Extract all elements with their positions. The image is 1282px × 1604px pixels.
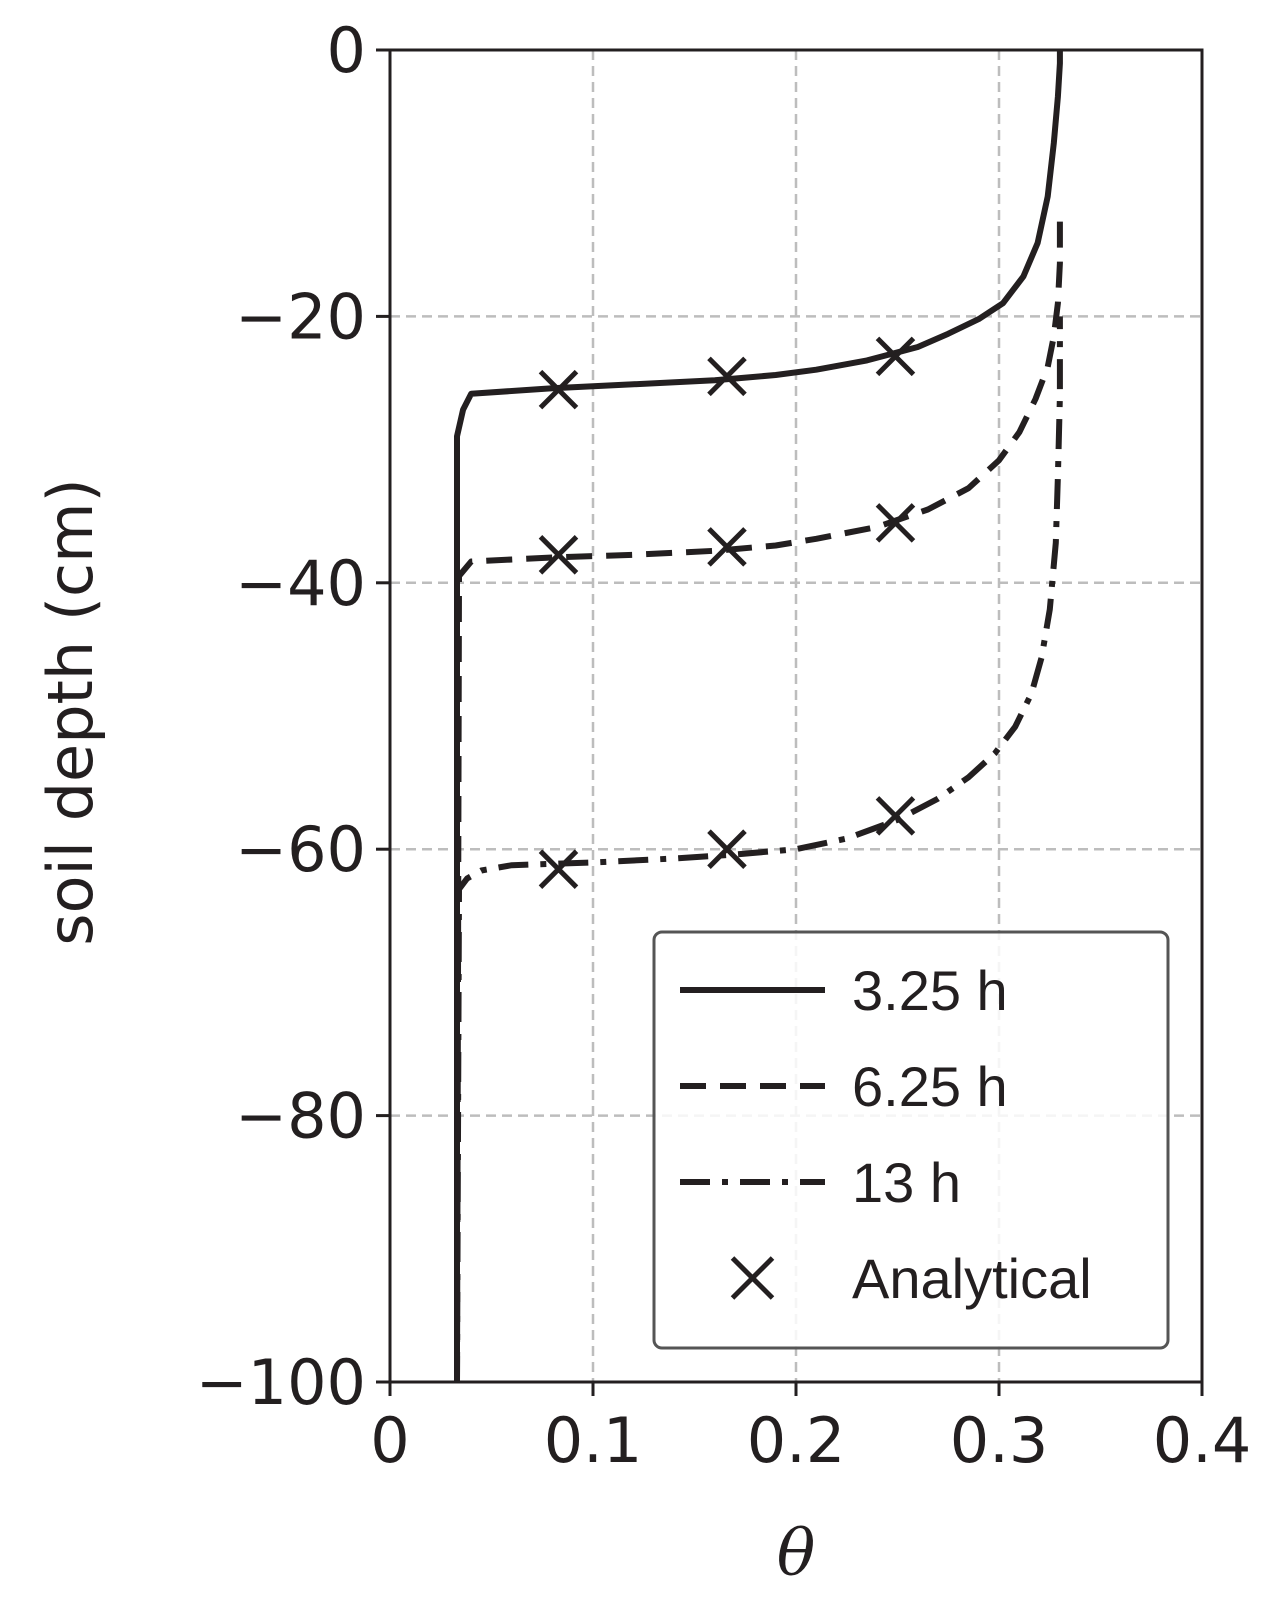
y-tick-label: −60 (235, 813, 366, 886)
y-tick-label: −20 (235, 280, 366, 353)
y-tick-label: −80 (235, 1080, 366, 1153)
analytical-marker (707, 527, 747, 567)
y-tick-label: −100 (196, 1346, 366, 1419)
legend-label: 6.25 h (852, 1055, 1008, 1118)
analytical-marker (538, 369, 579, 410)
series-line-dashdot (454, 316, 1063, 1383)
legend-label: 13 h (852, 1151, 961, 1214)
analytical-marker (707, 829, 747, 869)
x-tick-label: 0.3 (950, 1404, 1049, 1477)
x-tick-label: 0 (370, 1404, 409, 1477)
analytical-marker (538, 849, 579, 889)
legend-label: 3.25 h (852, 959, 1008, 1022)
x-tick-label: 0.1 (544, 1404, 643, 1477)
legend-label: Analytical (852, 1247, 1092, 1310)
analytical-marker (875, 796, 916, 836)
plot-series (454, 50, 1063, 1383)
analytical-markers (538, 336, 916, 889)
y-axis-label: soil depth (cm) (34, 478, 107, 945)
legend-marker-analytical (730, 1256, 775, 1300)
axis-ticks: 0 0.1 0.2 0.3 0.4 0 −20 −40 −60 −80 −100 (196, 14, 1252, 1477)
x-axis-label: θ (777, 1517, 816, 1591)
analytical-marker (707, 356, 747, 397)
analytical-marker (875, 336, 916, 377)
series-line-solid (454, 50, 1063, 1382)
y-tick-label: −40 (235, 547, 366, 620)
legend-box (652, 930, 1170, 1350)
analytical-marker (538, 535, 579, 575)
x-tick-label: 0.4 (1153, 1404, 1252, 1477)
y-tick-label: 0 (327, 14, 366, 87)
analytical-marker (875, 503, 916, 543)
x-tick-label: 0.2 (747, 1404, 846, 1477)
series-line-dashed (454, 209, 1063, 1383)
legend: 3.25 h 6.25 h 13 h Analytical (652, 930, 1170, 1350)
